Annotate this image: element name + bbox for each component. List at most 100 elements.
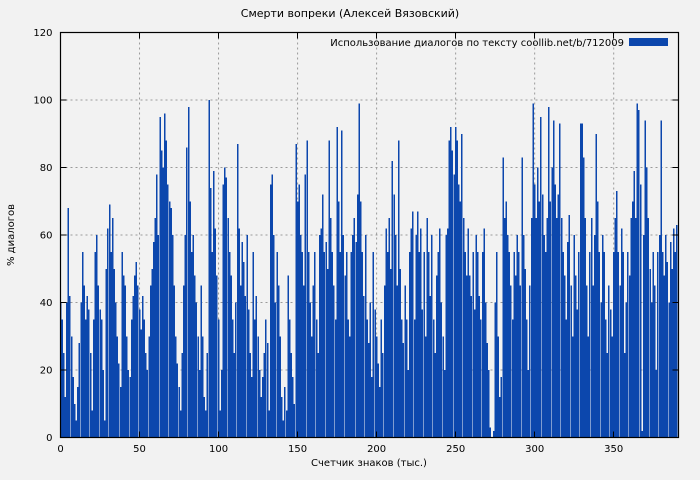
bar [99, 309, 101, 438]
bar [233, 353, 236, 438]
bar [394, 235, 397, 438]
bar [137, 285, 139, 438]
bar [660, 120, 662, 438]
bar [148, 336, 150, 438]
bar [611, 336, 613, 438]
bar [386, 251, 389, 438]
bar [203, 397, 206, 438]
bar [85, 319, 87, 438]
bar [469, 275, 471, 438]
bar [116, 336, 119, 438]
bar [255, 295, 258, 438]
bar [571, 336, 574, 438]
bar [306, 140, 308, 438]
bar [366, 319, 368, 438]
bar [254, 319, 256, 438]
bar [642, 235, 645, 438]
bar [198, 370, 201, 438]
bar [181, 353, 183, 438]
bar [522, 235, 525, 438]
bar [320, 228, 323, 438]
x-tick-label: 100 [209, 444, 228, 455]
x-tick-label: 350 [604, 444, 623, 455]
y-tick-label: 120 [33, 28, 52, 39]
bar [489, 427, 492, 438]
bar [429, 295, 432, 438]
bar [380, 319, 383, 438]
x-tick-label: 0 [57, 444, 63, 455]
bar [635, 218, 637, 438]
bar [451, 150, 454, 438]
bar [235, 302, 237, 438]
bar [279, 336, 281, 438]
bar [505, 201, 507, 438]
bar [347, 319, 349, 438]
bar [658, 235, 661, 438]
bar [356, 194, 359, 438]
bar [605, 319, 607, 438]
bar [171, 235, 174, 438]
bar [475, 235, 477, 438]
bar [304, 174, 307, 438]
bar [532, 103, 534, 438]
bar [652, 251, 654, 438]
bar [127, 370, 130, 438]
bar [170, 208, 172, 438]
bar [129, 376, 131, 438]
bar [624, 353, 626, 438]
bar [453, 174, 455, 438]
bar [72, 376, 74, 438]
bar [446, 228, 449, 438]
bar [285, 410, 288, 438]
bar [595, 133, 598, 438]
bar [69, 295, 71, 438]
bar [538, 201, 541, 438]
bar [81, 251, 84, 438]
bar [535, 218, 537, 438]
bar [554, 184, 556, 438]
y-tick-label: 80 [40, 163, 53, 174]
bar [315, 319, 318, 438]
bar [586, 285, 588, 438]
bar [113, 268, 115, 438]
bar [516, 235, 519, 438]
bar [619, 285, 621, 438]
bar [121, 251, 123, 438]
bar [614, 218, 617, 438]
bar [631, 201, 634, 438]
bar [527, 370, 530, 438]
bars [59, 100, 678, 438]
bar [355, 241, 357, 438]
bar [236, 143, 239, 438]
y-tick-label: 20 [40, 366, 53, 377]
y-tick-label: 60 [40, 231, 53, 242]
bar [249, 353, 251, 438]
bar [230, 275, 232, 438]
bar [556, 218, 558, 438]
bar [669, 241, 672, 438]
bar [96, 235, 98, 438]
bar [135, 262, 138, 438]
bar [213, 170, 215, 438]
bar [402, 343, 405, 438]
bar [262, 376, 264, 438]
bar [104, 420, 106, 438]
bar [167, 184, 169, 438]
bar [160, 150, 163, 438]
bar [358, 103, 360, 438]
bar [404, 285, 406, 438]
bar [423, 251, 425, 438]
bar [75, 420, 78, 438]
x-tick-label: 150 [288, 444, 307, 455]
bar [345, 251, 348, 438]
bar [641, 430, 643, 438]
bar [478, 295, 481, 438]
bar [107, 228, 109, 438]
bar [552, 120, 555, 438]
bar [141, 295, 144, 438]
bar [668, 302, 670, 438]
bar [499, 397, 501, 438]
bar [443, 370, 446, 438]
bar [674, 251, 677, 438]
